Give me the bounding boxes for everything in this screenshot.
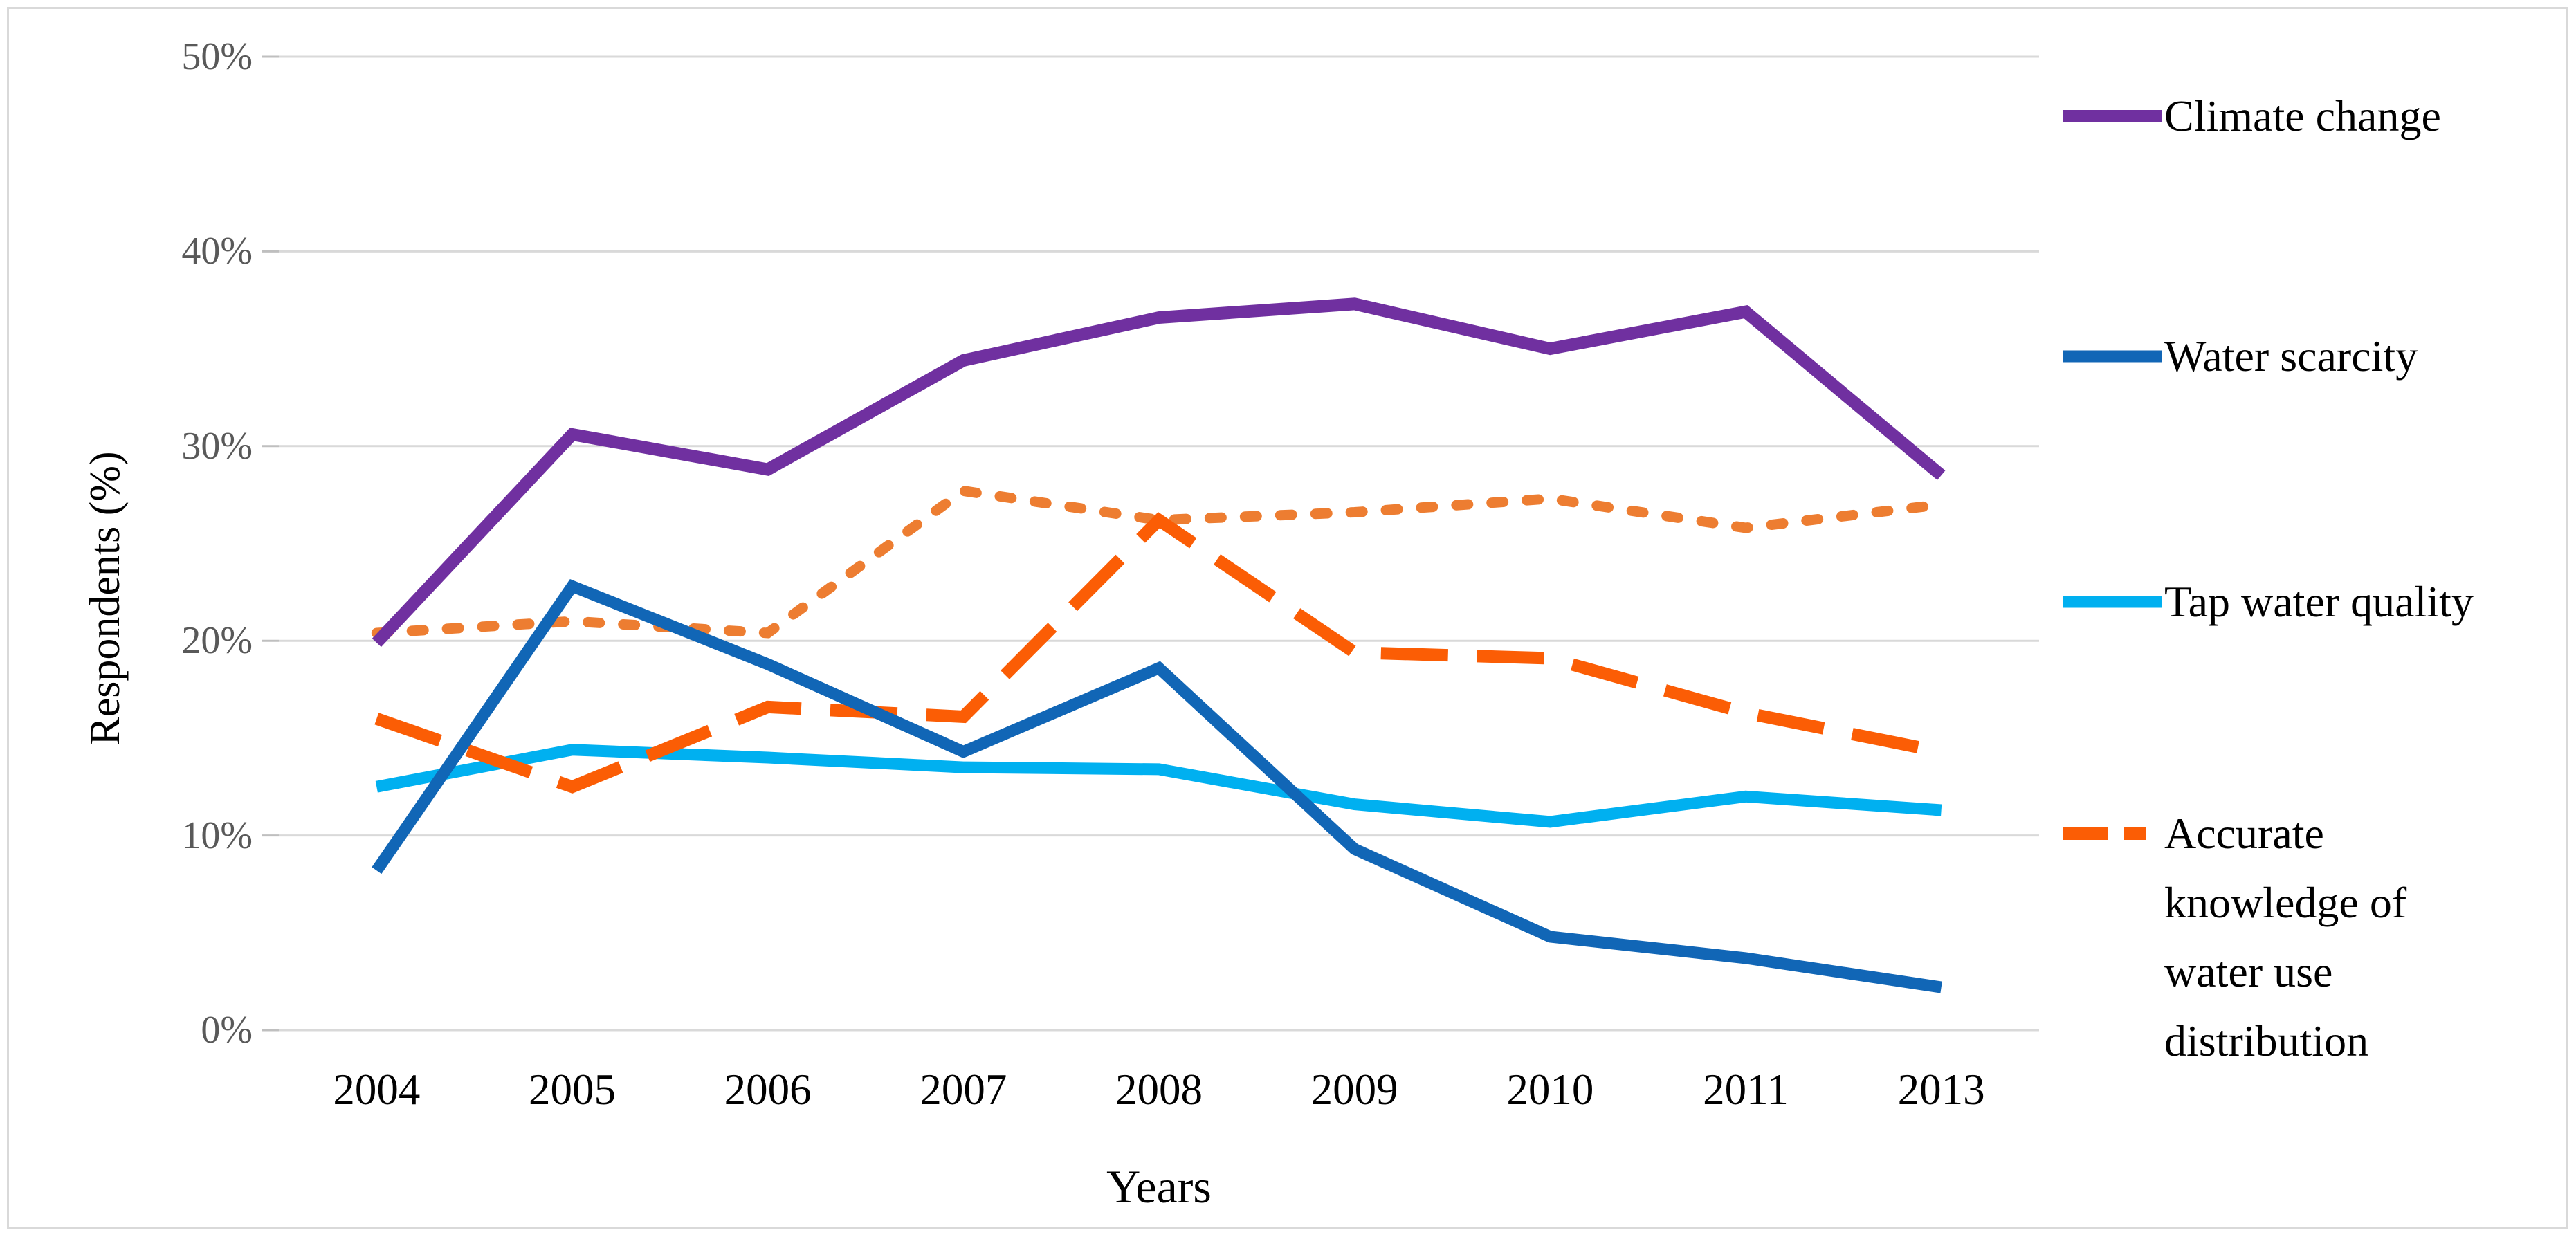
- y-tick-label: 0%: [201, 1009, 253, 1052]
- series-line-accurate-knowledge-of-water-use-distribution: [374, 512, 1943, 794]
- x-tick-label: 2010: [1506, 1065, 1594, 1114]
- y-tick-label: 50%: [181, 35, 253, 78]
- series-line-climate-change: [372, 297, 1946, 648]
- y-tick-label: 10%: [181, 814, 253, 857]
- x-tick-label: 2011: [1703, 1065, 1789, 1114]
- y-tick-label: 20%: [181, 619, 253, 663]
- series-line-unlabeled-orange-dotted: [371, 485, 1947, 639]
- x-tick-label: 2013: [1897, 1065, 1985, 1114]
- x-tick-label: 2004: [333, 1065, 421, 1114]
- y-tick-label: 30%: [181, 424, 253, 468]
- x-axis-title: Years: [1106, 1160, 1212, 1213]
- x-tick-label: 2007: [920, 1065, 1007, 1114]
- x-tick-label: 2005: [529, 1065, 616, 1114]
- y-tick-label: 40%: [181, 230, 253, 273]
- series-line-water-scarcity: [372, 579, 1942, 993]
- series-line-tap-water-quality: [375, 744, 1942, 828]
- x-tick-label: 2006: [724, 1065, 812, 1114]
- x-tick-label: 2008: [1115, 1065, 1203, 1114]
- x-tick-label: 2009: [1310, 1065, 1398, 1114]
- y-axis-title: Respondents (%): [82, 451, 129, 746]
- window-border: [7, 7, 2568, 1229]
